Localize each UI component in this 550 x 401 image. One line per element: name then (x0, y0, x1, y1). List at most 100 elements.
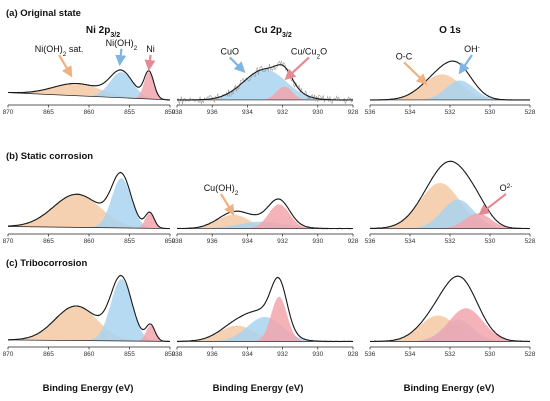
xlabel-cu: Binding Energy (eV) (213, 383, 304, 394)
raw-spectrum (176, 60, 354, 105)
x-tick-label: 536 (365, 351, 376, 358)
x-tick-label: 850 (165, 109, 176, 116)
envelope-fit (8, 275, 170, 342)
x-tick-label: 938 (172, 238, 183, 245)
peak-pink-2 (8, 72, 170, 100)
panel-a-ni: 870 865 860 855 850 Ni(OH)2 sat. Ni(OH)2 Ni (3, 38, 176, 116)
column-title-cu: Cu 2p3/2 (254, 25, 292, 39)
row-label-original: (a) Original state (6, 8, 81, 19)
x-tick-label: 932 (277, 109, 288, 116)
x-tick-label: 930 (312, 351, 323, 358)
envelope-fit (370, 275, 530, 342)
x-tick-label: 938 (172, 351, 183, 358)
x-tick-label: 870 (3, 351, 14, 358)
x-tick-label: 930 (312, 238, 323, 245)
peak-pink-2 (8, 325, 170, 342)
panel-b-ni: 870 865 860 855 850 (3, 171, 176, 245)
xlabel-o: Binding Energy (eV) (404, 383, 495, 394)
x-tick-label: 934 (242, 351, 253, 358)
x-tick-label: 930 (312, 109, 323, 116)
x-tick-label: 938 (172, 109, 183, 116)
xlabel-ni: Binding Energy (eV) (43, 383, 134, 394)
panel-c-ni: 870 865 860 855 850 (3, 274, 176, 358)
background-line (7, 226, 171, 229)
panel-a-cu: 938 936 934 932 930 928 CuO Cu/Cu2O (172, 46, 359, 116)
x-tick-label: 530 (485, 351, 496, 358)
annotation-label: Cu(OH)2 (204, 183, 239, 197)
peak-pink-2 (8, 213, 170, 229)
x-tick-label: 870 (3, 109, 14, 116)
x-tick-label: 850 (165, 351, 176, 358)
peak-blue-1 (8, 279, 170, 342)
x-tick-label: 850 (165, 238, 176, 245)
x-tick-label: 860 (84, 351, 95, 358)
panel-b-cu: 938 936 934 932 930 928 Cu(OH)2 (172, 183, 359, 245)
annotation-arrow (58, 54, 73, 78)
x-tick-label: 934 (242, 109, 253, 116)
peak-pink-2 (370, 213, 530, 229)
x-tick-label: 534 (405, 109, 416, 116)
envelope-fit (177, 198, 353, 230)
annotation-label: Ni(OH)2 (106, 38, 138, 52)
x-tick-label: 855 (124, 351, 135, 358)
x-tick-label: 928 (348, 351, 359, 358)
x-tick-label: 936 (207, 238, 218, 245)
x-tick-label: 530 (485, 109, 496, 116)
x-tick-label: 536 (365, 109, 376, 116)
x-tick-label: 528 (525, 351, 536, 358)
x-tick-label: 865 (43, 238, 54, 245)
x-tick-label: 936 (207, 351, 218, 358)
annotation-arrow (284, 56, 310, 81)
x-tick-label: 865 (43, 351, 54, 358)
x-tick-label: 532 (445, 109, 456, 116)
x-tick-label: 928 (348, 109, 359, 116)
annotation-arrow (229, 56, 246, 73)
x-tick-label: 534 (405, 351, 416, 358)
panel-c-o: 536 534 532 530 528 (365, 275, 536, 358)
annotation-label: Cu/Cu2O (291, 46, 327, 60)
x-tick-label: 932 (277, 351, 288, 358)
x-tick-label: 870 (3, 238, 14, 245)
envelope-fit (177, 64, 353, 101)
x-tick-label: 860 (84, 238, 95, 245)
peak-pink-2 (177, 296, 353, 342)
peak-blue-1 (370, 80, 530, 100)
peak-orange-0 (8, 83, 170, 100)
x-tick-label: 932 (277, 238, 288, 245)
annotation-arrow (403, 61, 428, 86)
x-tick-label: 855 (124, 238, 135, 245)
annotation-label: Ni (146, 44, 155, 54)
peak-orange-0 (177, 214, 353, 229)
column-title-ni: Ni 2p3/2 (86, 25, 120, 39)
row-label-tribo: (c) Tribocorrosion (6, 258, 87, 269)
annotation-arrow (220, 193, 235, 216)
x-tick-label: 536 (365, 238, 376, 245)
x-tick-label: 530 (485, 238, 496, 245)
envelope-fit (8, 69, 170, 101)
x-tick-label: 860 (84, 109, 95, 116)
x-tick-label: 928 (348, 238, 359, 245)
annotation-arrow (458, 54, 473, 75)
x-tick-label: 528 (525, 109, 536, 116)
annotation-label: O2- (500, 182, 513, 193)
panel-a-o: 536 534 532 530 528 O-C OH- (365, 43, 536, 116)
background-line (7, 339, 171, 342)
annotation-arrow (144, 54, 156, 72)
x-tick-label: 855 (124, 109, 135, 116)
peak-blue-1 (177, 316, 353, 342)
column-title-o: O 1s (439, 25, 461, 36)
envelope-fit (176, 277, 353, 342)
peak-orange-0 (177, 325, 353, 342)
envelope-fit (369, 160, 530, 230)
annotation-label: Ni(OH)2 sat. (35, 44, 84, 58)
envelope-fit (8, 172, 170, 230)
row-label-static: (b) Static corrosion (6, 151, 93, 162)
peak-orange-0 (8, 194, 170, 229)
peak-blue-1 (8, 178, 170, 229)
panel-c-cu: 938 936 934 932 930 928 (172, 276, 359, 358)
x-tick-label: 528 (525, 238, 536, 245)
x-tick-label: 532 (445, 351, 456, 358)
background-line (7, 92, 171, 101)
peak-orange-0 (8, 306, 170, 342)
